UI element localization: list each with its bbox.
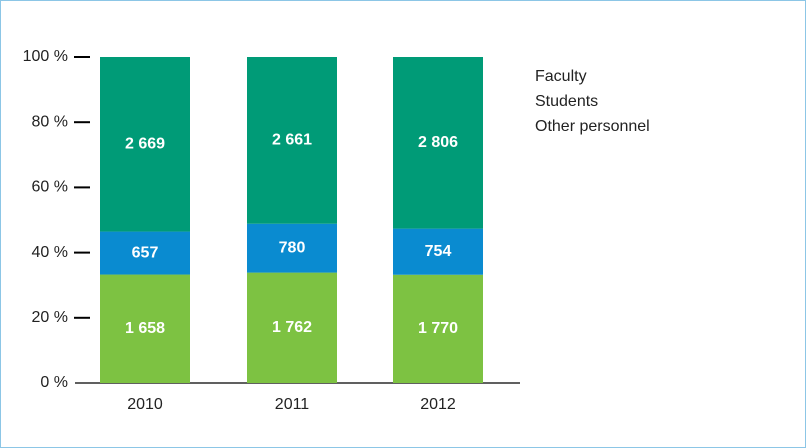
bar-segment xyxy=(100,57,190,232)
y-tick-label: 60 % xyxy=(32,179,68,196)
bar-segment xyxy=(393,274,483,383)
value-label: 754 xyxy=(425,243,452,260)
value-label: 1 658 xyxy=(125,320,165,337)
bar-segment xyxy=(100,274,190,383)
value-label: 780 xyxy=(279,239,306,256)
y-tick-label: 20 % xyxy=(32,309,68,326)
value-label: 2 669 xyxy=(125,136,165,153)
y-tick-label: 40 % xyxy=(32,244,68,261)
y-tick-label: 80 % xyxy=(32,113,68,130)
x-tick-label: 2012 xyxy=(420,396,456,413)
y-tick-label: 0 % xyxy=(40,374,68,391)
bar-segment xyxy=(100,231,190,275)
bar-segment xyxy=(247,223,337,273)
x-tick-label: 2010 xyxy=(127,396,163,413)
bar-segment xyxy=(247,57,337,224)
bar-segment xyxy=(393,57,483,229)
value-label: 1 762 xyxy=(272,319,312,336)
value-label: 657 xyxy=(132,244,159,261)
bar-segment xyxy=(247,272,337,383)
value-label: 2 806 xyxy=(418,134,458,151)
value-label: 2 661 xyxy=(272,132,312,149)
legend-entry: Other personnel xyxy=(535,118,650,135)
bar-segment xyxy=(393,228,483,275)
x-tick-label: 2011 xyxy=(275,396,310,413)
legend-entry: Students xyxy=(535,93,598,110)
legend-entry: Faculty xyxy=(535,68,587,85)
y-tick-label: 100 % xyxy=(23,48,68,65)
value-label: 1 770 xyxy=(418,320,458,337)
